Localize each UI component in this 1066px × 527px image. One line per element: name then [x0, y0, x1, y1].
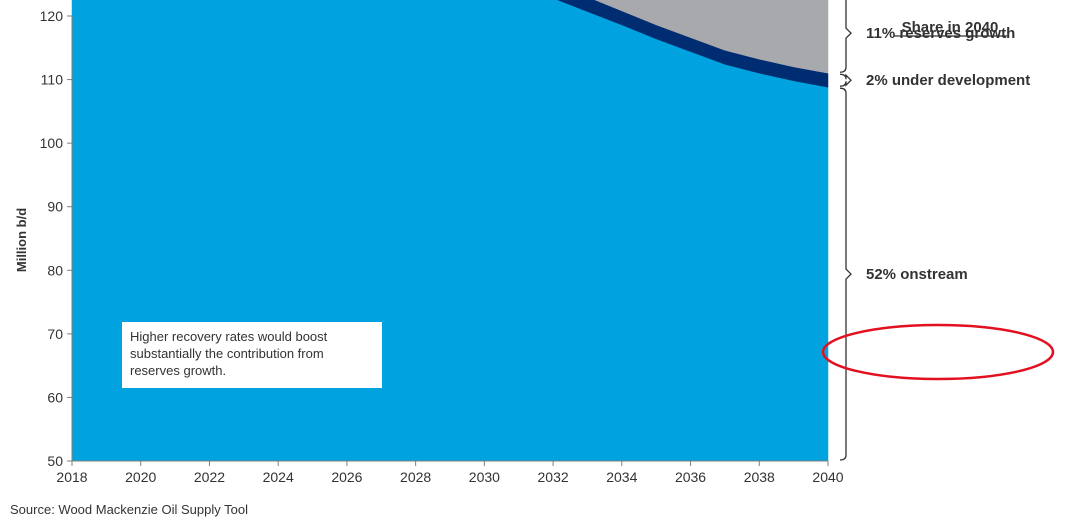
y-tick-label: 80: [47, 262, 63, 278]
x-tick-label: 2028: [400, 469, 431, 485]
bracket-onstream: [839, 87, 852, 461]
y-tick-label: 60: [47, 389, 63, 405]
share-title: Share in 2040: [902, 19, 999, 36]
x-tick-label: 2020: [125, 469, 156, 485]
source-note: Source: Wood Mackenzie Oil Supply Tool: [10, 502, 248, 517]
share-label-reserves-growth: 11% reserves growth: [866, 25, 1015, 42]
x-tick-label: 2022: [194, 469, 225, 485]
share-label-under-development: 2% under development: [866, 72, 1030, 89]
x-tick-label: 2038: [744, 469, 775, 485]
area-onstream: [71, 0, 829, 462]
x-tick-label: 2032: [538, 469, 569, 485]
x-tick-label: 2034: [606, 469, 637, 485]
x-tick-label: 2026: [331, 469, 362, 485]
annotation-box: Higher recovery rates would boost substa…: [122, 322, 382, 388]
y-tick-label: 90: [47, 199, 63, 215]
area-under-development: [557, 0, 829, 88]
share-label-onstream: 52% onstream: [866, 266, 968, 283]
y-tick-label: 110: [41, 72, 64, 88]
axes: [67, 15, 829, 466]
y-tick-label: 100: [40, 135, 64, 151]
area-layers: [71, 0, 829, 462]
x-tick-label: 2036: [675, 469, 706, 485]
x-tick-label: 2040: [812, 469, 843, 485]
y-tick-label: 70: [47, 326, 63, 342]
share-labels: 14% yet-to-find10% other discoveries11% …: [866, 25, 1030, 283]
y-tick-label: 120: [40, 8, 64, 24]
share-brackets: [839, 0, 852, 461]
x-tick-label: 2030: [469, 469, 500, 485]
area-reserves-growth: [594, 0, 829, 74]
x-tick-label: 2024: [263, 469, 294, 485]
bracket-reserves-growth: [839, 0, 852, 73]
y-axis-label: Million b/d: [14, 208, 29, 272]
x-tick-label: 2018: [56, 469, 87, 485]
y-tick-label: 50: [47, 453, 63, 469]
bracket-under-development: [839, 73, 852, 87]
highlight-ellipse: [821, 323, 1055, 381]
tick-labels: 50 60 70 80 90 100 110 120 2018 2020 2022 2024 2026 2…: [40, 8, 844, 485]
